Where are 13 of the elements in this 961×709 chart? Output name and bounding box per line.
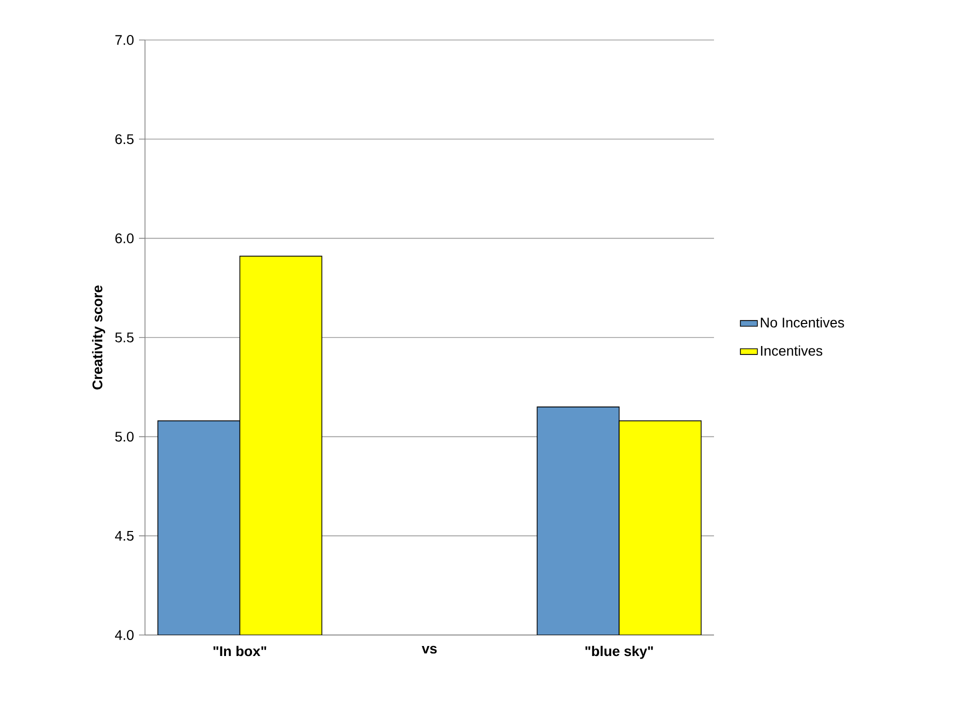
y-tick-label: 5.0: [115, 432, 134, 442]
y-tick-label: 5.5: [115, 332, 134, 342]
legend-label: Incentives: [761, 345, 822, 356]
y-tick-label: 7.0: [115, 35, 134, 45]
y-tick-label: 6.5: [115, 134, 134, 144]
x-tick-label: "In box": [214, 646, 266, 656]
y-tick-label: 6.0: [115, 233, 134, 244]
y-tick-label: 4.0: [115, 630, 134, 640]
y-tick-label: 4.5: [115, 530, 134, 541]
y-axis-title: Creativity score: [92, 285, 106, 390]
x-tick-label: vs: [422, 646, 437, 654]
legend-label: No Incentives: [760, 317, 844, 328]
x-tick-label: "blue sky": [585, 646, 653, 659]
